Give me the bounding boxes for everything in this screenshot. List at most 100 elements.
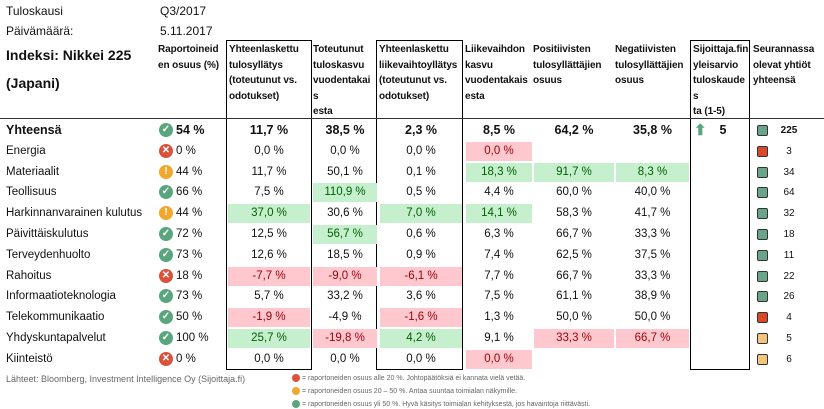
column-header-line: odotukset) (229, 90, 280, 102)
header-divider (0, 118, 824, 119)
company-count: 4 (786, 312, 792, 324)
value-cell: 18,3 % (466, 162, 532, 182)
status-square-icon (757, 353, 768, 365)
reported-share: 0 % (176, 352, 196, 365)
column-header-line: tulosyllättäjien (533, 59, 602, 71)
value-cell: -9,0 % (313, 266, 377, 286)
company-count: 225 (780, 125, 798, 136)
column-box-revenue-surprise (376, 40, 463, 370)
column-header-line: ta (1-5) (693, 106, 725, 117)
status-square-icon (757, 187, 768, 199)
value-cell: 50,0 % (556, 311, 592, 324)
value-cell (616, 142, 689, 161)
value-cell: 7,4 % (484, 248, 514, 261)
value-cell: 91,7 % (534, 162, 614, 182)
value-cell: 7,5 % (254, 186, 284, 199)
column-header-line: Sijoittaja.fin (693, 44, 749, 55)
sector-name: Teollisuus (6, 186, 57, 199)
value-cell: 6,3 % (484, 228, 514, 240)
status-legend-icon (292, 400, 300, 408)
value-cell: 35,8 % (633, 123, 672, 137)
value-cell: 33,3 % (634, 269, 671, 282)
legend-item: = raportoneiden osuus yli 50 %. Hyvä käs… (292, 400, 590, 408)
status-square-icon (757, 166, 768, 178)
column-header-line: (toteutunut vs. (379, 75, 447, 86)
column-header-line: Raportoineid (158, 44, 219, 55)
column-box-rating (690, 40, 750, 370)
table-row: Yhteensä ✓ 54 % 11,7 % 38,5 % 2,3 % 8,5 % 64,2 … (0, 120, 824, 141)
period-label: Tuloskausi (6, 4, 63, 18)
reported-share: 50 % (176, 311, 203, 324)
value-cell: 61,1 % (556, 290, 592, 303)
value-cell: 64,2 % (554, 123, 594, 137)
company-count: 5 (786, 333, 792, 344)
status-green-icon: ✓ (159, 310, 173, 325)
company-count: 6 (786, 353, 792, 365)
legend-text: = raportoneiden osuus alle 20 %. Johtopä… (302, 374, 526, 382)
reported-share: 73 % (176, 290, 203, 303)
value-cell: 25,7 % (228, 329, 310, 348)
reported-share: 66 % (176, 186, 203, 199)
value-cell: -6,1 % (380, 266, 462, 286)
value-cell: 7,5 % (484, 290, 514, 303)
index-country: (Japani) (6, 75, 60, 91)
column-header-line: (toteutunut vs. (229, 75, 297, 86)
column-header-line: tuloskaudes (693, 75, 745, 102)
value-cell: 33,3 % (634, 228, 671, 240)
column-box-earnings-surprise (226, 40, 312, 370)
table-row: Materiaalit! 44 % 11,7 % 50,1 % 0,1 % 18,3 % 9… (0, 162, 824, 183)
value-cell: 14,1 % (466, 204, 532, 224)
value-cell: 18,5 % (327, 248, 363, 261)
status-yellow-icon: ! (159, 164, 173, 179)
value-cell: -1,9 % (228, 308, 310, 328)
status-red-icon: ✕ (159, 351, 173, 366)
status-green-icon: ✓ (159, 247, 173, 262)
column-header-line: liikevaihtoyllätys (379, 59, 458, 71)
sector-name: Telekommunikaatio (6, 311, 105, 324)
column-header-line: yhteensä (753, 75, 796, 86)
table-row: Teollisuus ✓ 66 % 7,5 % 110,9 % 0,5 % 4,4 % 60,… (0, 182, 824, 203)
value-cell: -7,7 % (228, 266, 310, 286)
table-row: Kiinteistö ✕ 0 % 0,0 % 0,0 % 0,0 % 0,0 % 6 (0, 349, 824, 370)
value-cell: 66,7 % (616, 329, 689, 348)
value-cell: 30,6 % (327, 207, 363, 220)
column-header-line: Seurannassa (753, 44, 815, 55)
company-count: 32 (783, 208, 795, 220)
column-header-line: esta (465, 90, 485, 102)
value-cell: 4,2 % (380, 329, 462, 348)
column-header: Sijoittaja.fin yleisarvio tuloskaudes ta (1… (693, 42, 749, 120)
company-count: 22 (783, 270, 795, 282)
value-cell: 0,0 % (254, 144, 284, 157)
status-yellow-icon: ! (159, 206, 173, 221)
column-header-line: osuus (533, 75, 562, 86)
index-name: Indeksi: Nikkei 225 (6, 47, 132, 63)
reported-share: 44 % (176, 207, 203, 220)
sector-name: Energia (6, 144, 46, 157)
value-cell: 38,9 % (634, 290, 671, 303)
value-cell: 0,0 % (330, 144, 360, 157)
value-cell: 11,7 % (249, 123, 289, 137)
table-row: Telekommunikaatio ✓ 50 % -1,9 % -4,9 % -1,6 %… (0, 307, 824, 328)
sector-name: Terveydenhuolto (6, 248, 91, 261)
value-cell: 37,5 % (634, 248, 671, 261)
column-header-line: osuus (615, 75, 644, 86)
reported-share: 44 % (176, 165, 203, 178)
reported-share: 0 % (176, 144, 196, 157)
table-row: Rahoitus ✕ 18 % -7,7 % -9,0 % -6,1 % 7,7 % 66,7… (0, 266, 824, 287)
column-header-line: tuloskasvu (313, 59, 365, 71)
column-header-line: esta (313, 106, 333, 117)
column-header-line: vuodentakais (313, 75, 371, 102)
column-header: Negatiivisten tulosyllättäjien osuus (615, 42, 689, 89)
value-cell: -19,8 % (313, 329, 377, 348)
column-header-line: tulosyllättäjien (615, 59, 684, 71)
sector-name: Rahoitus (6, 269, 52, 282)
column-header: Positiivisten tulosyllättäjien osuus (533, 42, 613, 89)
date-label: Päivämäärä: (6, 24, 74, 38)
table-row: Energia ✕ 0 % 0,0 % 0,0 % 0,0 % 0,0 % 3 (0, 141, 824, 162)
value-cell: 66,7 % (556, 269, 592, 282)
column-header-line: Liikevaihdon (465, 44, 525, 55)
value-cell: 3,6 % (406, 290, 436, 303)
table-row: Terveydenhuolto ✓ 73 % 12,6 % 18,5 % 0,9 % 7,4… (0, 245, 824, 266)
value-cell: 2,3 % (405, 123, 437, 137)
column-header: Liikevaihdon kasvu vuodentakais esta (465, 42, 531, 104)
